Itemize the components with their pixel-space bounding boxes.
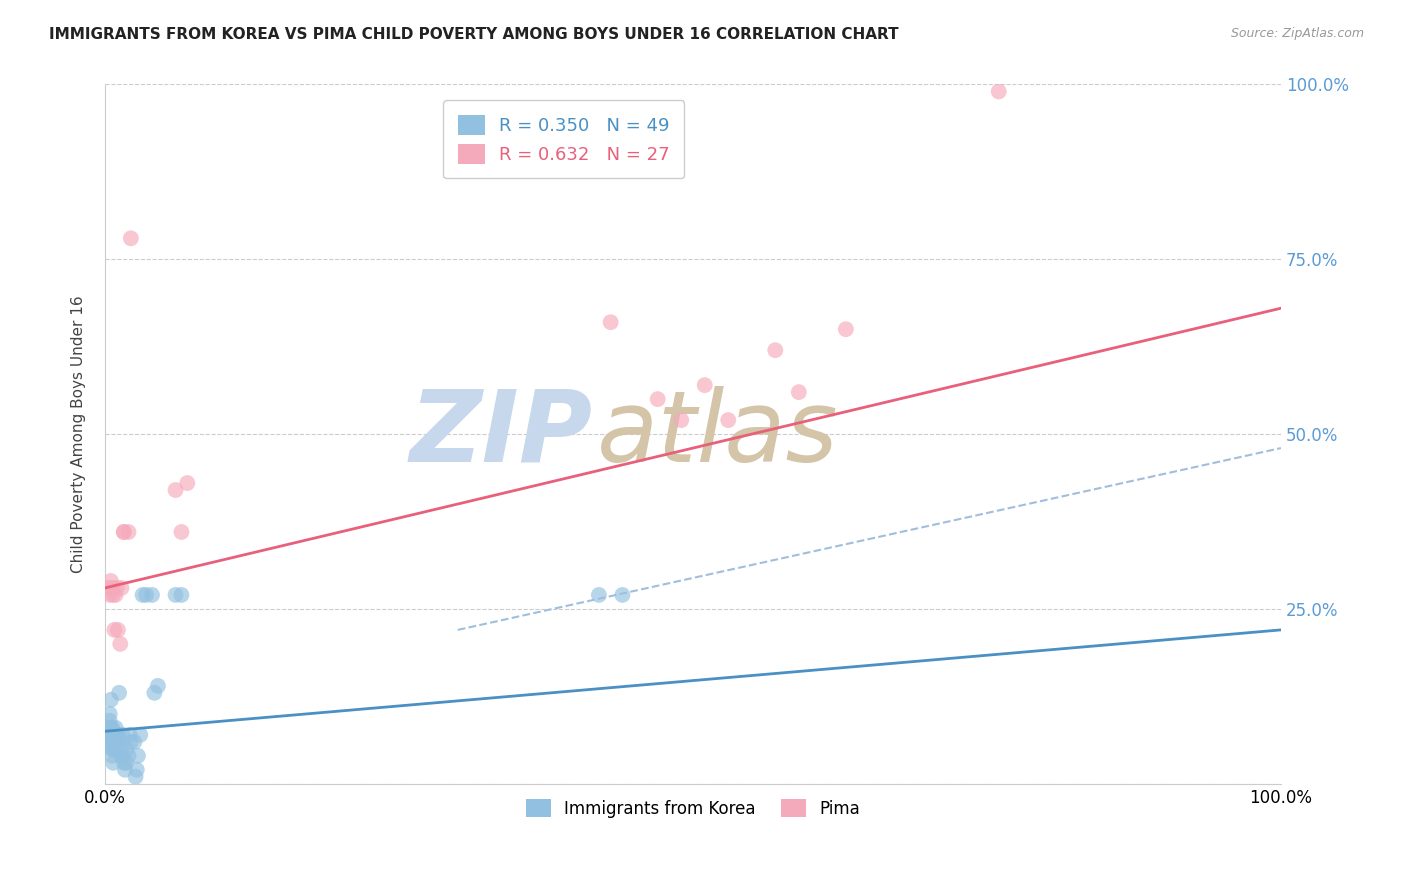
Point bbox=[112, 524, 135, 539]
Point bbox=[165, 483, 187, 497]
Point bbox=[987, 85, 1010, 99]
Point bbox=[103, 741, 125, 756]
Point bbox=[787, 385, 810, 400]
Point bbox=[146, 679, 169, 693]
Point bbox=[105, 735, 128, 749]
Point bbox=[111, 748, 134, 763]
Point bbox=[693, 378, 716, 392]
Text: atlas: atlas bbox=[596, 385, 838, 483]
Point bbox=[117, 748, 139, 763]
Text: ZIP: ZIP bbox=[411, 385, 593, 483]
Point bbox=[101, 721, 124, 735]
Point bbox=[105, 581, 128, 595]
Point bbox=[105, 728, 128, 742]
Point bbox=[717, 413, 740, 427]
Point bbox=[170, 588, 193, 602]
Point bbox=[101, 728, 124, 742]
Point bbox=[110, 741, 132, 756]
Point bbox=[835, 322, 858, 336]
Point bbox=[101, 748, 124, 763]
Text: IMMIGRANTS FROM KOREA VS PIMA CHILD POVERTY AMONG BOYS UNDER 16 CORRELATION CHAR: IMMIGRANTS FROM KOREA VS PIMA CHILD POVE… bbox=[49, 27, 898, 42]
Point bbox=[165, 588, 187, 602]
Point bbox=[671, 413, 693, 427]
Point bbox=[97, 721, 120, 735]
Y-axis label: Child Poverty Among Boys Under 16: Child Poverty Among Boys Under 16 bbox=[72, 295, 86, 573]
Point bbox=[110, 748, 132, 763]
Point bbox=[112, 756, 135, 770]
Point bbox=[104, 588, 127, 602]
Point bbox=[107, 623, 129, 637]
Point bbox=[108, 735, 131, 749]
Point bbox=[176, 476, 198, 491]
Point bbox=[115, 756, 138, 770]
Point bbox=[124, 735, 146, 749]
Point bbox=[124, 770, 146, 784]
Point bbox=[100, 741, 122, 756]
Point bbox=[588, 588, 610, 602]
Point bbox=[97, 581, 120, 595]
Point bbox=[120, 231, 142, 245]
Point bbox=[107, 728, 129, 742]
Point bbox=[98, 588, 121, 602]
Point bbox=[98, 706, 121, 721]
Point bbox=[98, 714, 121, 728]
Point bbox=[141, 588, 163, 602]
Point bbox=[103, 735, 125, 749]
Point bbox=[111, 728, 134, 742]
Point bbox=[101, 735, 124, 749]
Text: Source: ZipAtlas.com: Source: ZipAtlas.com bbox=[1230, 27, 1364, 40]
Point bbox=[114, 763, 136, 777]
Point bbox=[110, 637, 132, 651]
Point bbox=[129, 728, 152, 742]
Point bbox=[100, 728, 122, 742]
Point bbox=[125, 763, 148, 777]
Point bbox=[100, 721, 122, 735]
Point bbox=[135, 588, 157, 602]
Point bbox=[170, 524, 193, 539]
Point bbox=[108, 686, 131, 700]
Legend: Immigrants from Korea, Pima: Immigrants from Korea, Pima bbox=[519, 792, 866, 824]
Point bbox=[127, 748, 149, 763]
Point bbox=[120, 735, 142, 749]
Point bbox=[647, 392, 669, 406]
Point bbox=[112, 524, 135, 539]
Point bbox=[100, 574, 122, 588]
Point bbox=[103, 728, 125, 742]
Point bbox=[143, 686, 166, 700]
Point bbox=[104, 741, 127, 756]
Point bbox=[100, 693, 122, 707]
Point bbox=[103, 623, 125, 637]
Point bbox=[97, 735, 120, 749]
Point bbox=[104, 721, 127, 735]
Point bbox=[612, 588, 634, 602]
Point bbox=[103, 756, 125, 770]
Point bbox=[103, 741, 125, 756]
Point bbox=[118, 728, 141, 742]
Point bbox=[103, 588, 125, 602]
Point bbox=[763, 343, 786, 358]
Point bbox=[117, 524, 139, 539]
Point bbox=[101, 581, 124, 595]
Point bbox=[110, 581, 132, 595]
Point bbox=[599, 315, 621, 329]
Point bbox=[115, 741, 138, 756]
Point bbox=[131, 588, 153, 602]
